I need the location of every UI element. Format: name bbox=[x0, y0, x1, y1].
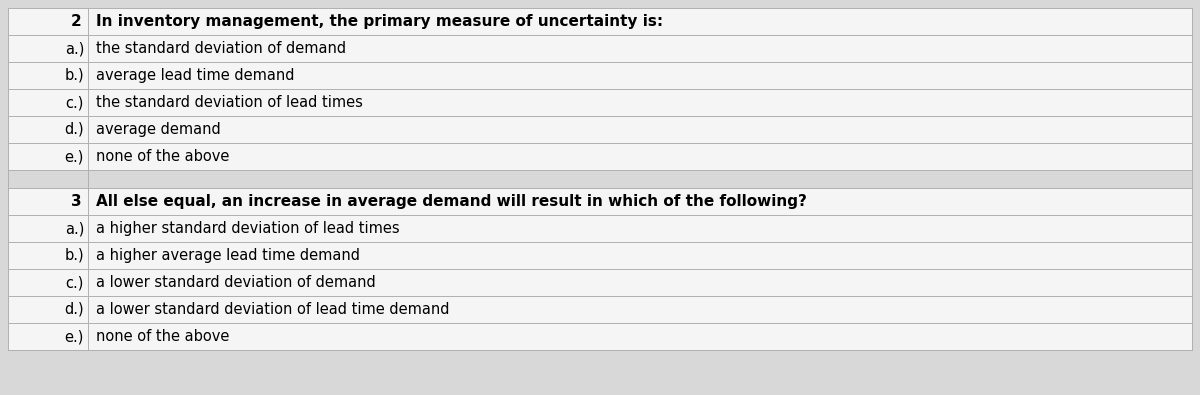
Text: average demand: average demand bbox=[96, 122, 221, 137]
Text: a lower standard deviation of lead time demand: a lower standard deviation of lead time … bbox=[96, 302, 450, 317]
Text: the standard deviation of demand: the standard deviation of demand bbox=[96, 41, 346, 56]
Bar bbox=[8, 323, 1192, 350]
Text: e.): e.) bbox=[65, 329, 84, 344]
Text: a.): a.) bbox=[65, 221, 84, 236]
Bar bbox=[8, 89, 1192, 116]
Text: c.): c.) bbox=[66, 95, 84, 110]
Text: e.): e.) bbox=[65, 149, 84, 164]
Bar bbox=[8, 116, 1192, 143]
Text: c.): c.) bbox=[66, 275, 84, 290]
Text: the standard deviation of lead times: the standard deviation of lead times bbox=[96, 95, 362, 110]
Bar bbox=[8, 35, 1192, 62]
Text: b.): b.) bbox=[65, 248, 84, 263]
Bar bbox=[8, 170, 1192, 188]
Text: In inventory management, the primary measure of uncertainty is:: In inventory management, the primary mea… bbox=[96, 14, 664, 29]
Bar bbox=[8, 242, 1192, 269]
Text: 3: 3 bbox=[71, 194, 82, 209]
Bar bbox=[8, 62, 1192, 89]
Text: b.): b.) bbox=[65, 68, 84, 83]
Text: d.): d.) bbox=[65, 122, 84, 137]
Text: a higher standard deviation of lead times: a higher standard deviation of lead time… bbox=[96, 221, 400, 236]
Text: a lower standard deviation of demand: a lower standard deviation of demand bbox=[96, 275, 376, 290]
Text: none of the above: none of the above bbox=[96, 149, 229, 164]
Text: none of the above: none of the above bbox=[96, 329, 229, 344]
Bar bbox=[8, 215, 1192, 242]
Bar bbox=[8, 296, 1192, 323]
Text: d.): d.) bbox=[65, 302, 84, 317]
Bar bbox=[8, 188, 1192, 215]
Text: a higher average lead time demand: a higher average lead time demand bbox=[96, 248, 360, 263]
Bar bbox=[8, 143, 1192, 170]
Text: 2: 2 bbox=[71, 14, 82, 29]
Bar bbox=[8, 8, 1192, 35]
Bar bbox=[8, 269, 1192, 296]
Text: average lead time demand: average lead time demand bbox=[96, 68, 294, 83]
Text: a.): a.) bbox=[65, 41, 84, 56]
Text: All else equal, an increase in average demand will result in which of the follow: All else equal, an increase in average d… bbox=[96, 194, 806, 209]
